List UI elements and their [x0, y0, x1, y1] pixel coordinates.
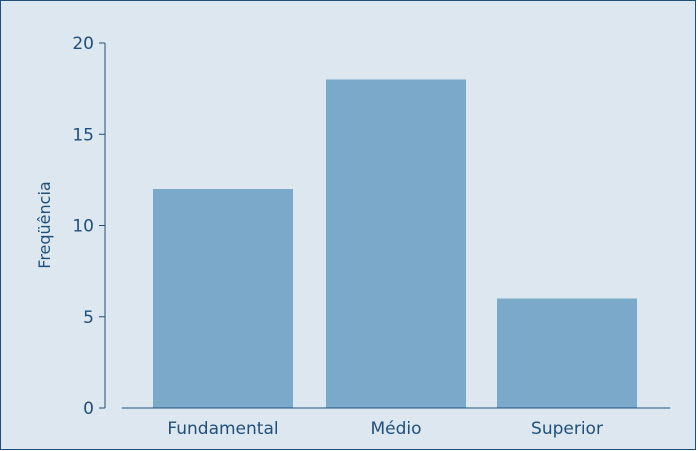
- x-tick-label: Fundamental: [167, 419, 278, 439]
- y-tick-label: 0: [83, 399, 94, 419]
- bar-médio: [326, 80, 466, 409]
- x-tick-label: Médio: [370, 419, 421, 439]
- bar-superior: [497, 299, 637, 409]
- y-tick-label: 10: [72, 217, 94, 237]
- x-tick-label: Superior: [531, 419, 603, 439]
- y-axis-title: Freqüência: [35, 181, 54, 268]
- bar-fundamental: [153, 189, 293, 408]
- y-tick-label: 15: [72, 125, 94, 145]
- y-tick-label: 20: [72, 34, 94, 54]
- y-tick-label: 5: [83, 308, 94, 328]
- bars-layer: [153, 80, 637, 409]
